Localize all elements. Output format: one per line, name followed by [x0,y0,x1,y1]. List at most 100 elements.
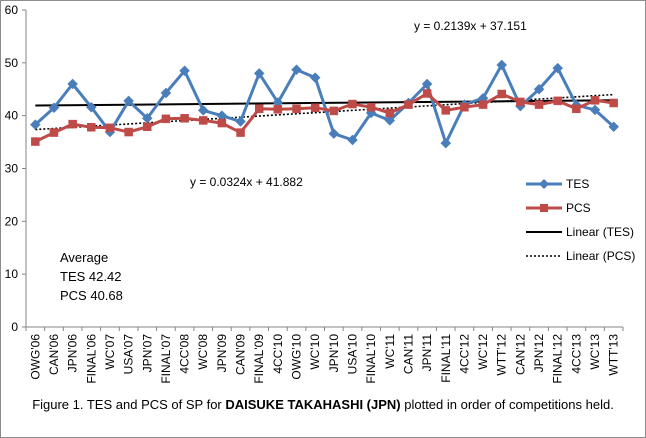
x-tick-label: OWG'06 [28,334,42,380]
data-point-pcs [105,123,115,133]
data-point-pcs [49,128,59,137]
x-tick-label: CAN'12 [513,334,527,375]
caption-suffix: plotted in order of competitions held. [400,397,614,412]
caption-prefix: Figure 1. TES and PCS of SP for [32,397,226,412]
data-point-tes [85,101,97,113]
data-point-pcs [217,118,227,128]
x-tick-label: CAN'11 [401,334,415,374]
data-point-tes [309,72,321,83]
data-point-tes [328,128,340,139]
x-tick-label: FINAL'07 [159,334,173,384]
legend-label-linear-tes: Linear (TES) [566,225,634,239]
data-point-pcs [609,98,618,108]
trendline-equation-pcs: y = 0.2139x + 37.151 [414,19,527,33]
data-point-pcs [273,105,283,114]
data-point-pcs [31,137,40,146]
legend-label-tes: TES [566,177,589,191]
y-tick-label: 50 [5,56,19,70]
x-tick-label: OWG'10 [290,334,304,380]
data-point-tes [179,65,190,77]
y-tick-label: 0 [11,320,18,334]
x-tick-label: CAN'06 [47,334,61,375]
data-point-pcs [329,106,339,116]
x-tick-label: FINAL'06 [84,334,98,384]
x-tick-label: JPN'09 [215,334,229,373]
tes-average: TES 42.42 [60,269,122,284]
data-point-tes [160,87,172,99]
data-point-pcs [590,96,600,105]
x-tick-label: 4CC'10 [271,334,285,374]
data-point-tes [347,134,358,146]
data-point-pcs [180,114,189,123]
data-point-pcs [310,103,320,112]
figure-caption: Figure 1. TES and PCS of SP for DAISUKE … [0,397,646,412]
x-tick-label: 4CC'12 [457,334,471,374]
x-tick-label: FINAL'11 [439,334,453,383]
data-point-tes [235,116,246,127]
x-tick-label: USA'07 [122,334,136,375]
legend: TES PCS Linear (TES) Linear (PCS) [526,177,635,263]
x-tick-label: WC'11 [383,334,397,369]
data-point-pcs [348,99,357,109]
data-point-pcs [143,122,152,132]
x-tick-label: 4CC'08 [178,334,192,374]
data-point-tes [552,62,564,74]
x-tick-label: JPN'11 [420,334,434,372]
data-point-tes [123,95,134,107]
data-point-pcs [553,96,562,106]
axes: 0 10 20 30 40 50 60 OWG'06 CAN'06 JPN'06 FINAL'06 W… [5,3,624,384]
data-point-pcs [516,97,525,107]
y-tick-label: 60 [5,3,19,17]
data-point-pcs [124,127,133,137]
x-tick-label: WC'10 [308,334,322,370]
x-tick-label: FINAL'10 [364,334,378,384]
x-tick-label: 4CC'13 [569,334,583,374]
data-point-pcs [68,119,77,129]
x-tick-label: USA'10 [345,334,359,375]
x-tick-label: WTT'12 [495,334,509,376]
data-point-tes [197,105,209,116]
data-point-tes [533,83,545,95]
y-tick-label: 20 [5,214,19,228]
data-point-tes [384,115,396,126]
trendline-equation-tes: y = 0.0324x + 41.882 [190,175,303,189]
data-point-tes [608,121,620,133]
y-tick-label: 10 [5,267,19,281]
data-point-tes [291,64,302,76]
x-tick-label: FINAL'09 [252,334,266,384]
data-point-tes [48,102,60,114]
plot-area [29,59,620,149]
trendline-linear-pcs [35,93,614,131]
data-point-pcs [292,104,301,114]
x-tick-label: WC'12 [476,334,490,370]
data-point-tes [496,59,508,71]
data-point-tes [440,137,452,149]
average-annotation: Average TES 42.42 PCS 40.68 [60,248,123,305]
data-point-pcs [404,100,413,109]
data-point-pcs [441,106,451,115]
x-tick-label: JPN'10 [327,334,341,373]
data-point-tes [253,68,265,79]
data-point-pcs [366,102,376,112]
data-point-pcs [254,104,264,114]
x-tick-label: WC'13 [588,334,602,370]
x-tick-label: WTT'13 [607,334,621,376]
data-point-tes [589,104,601,116]
legend-label-linear-pcs: Linear (PCS) [566,249,635,263]
data-point-tes [421,78,433,90]
legend-marker-pcs [540,204,548,212]
pcs-average: PCS 40.68 [60,288,123,303]
legend-label-pcs: PCS [566,201,591,215]
legend-marker-tes [539,179,549,189]
data-point-pcs [460,102,469,112]
data-point-pcs [198,116,208,125]
x-tick-label: WC'08 [196,334,210,370]
data-point-pcs [236,128,245,137]
data-point-pcs [572,104,581,114]
x-tick-label: WC'07 [103,334,117,370]
data-point-pcs [534,100,544,109]
y-tick-label: 30 [5,162,19,176]
data-point-pcs [161,114,171,124]
data-point-pcs [497,89,506,99]
